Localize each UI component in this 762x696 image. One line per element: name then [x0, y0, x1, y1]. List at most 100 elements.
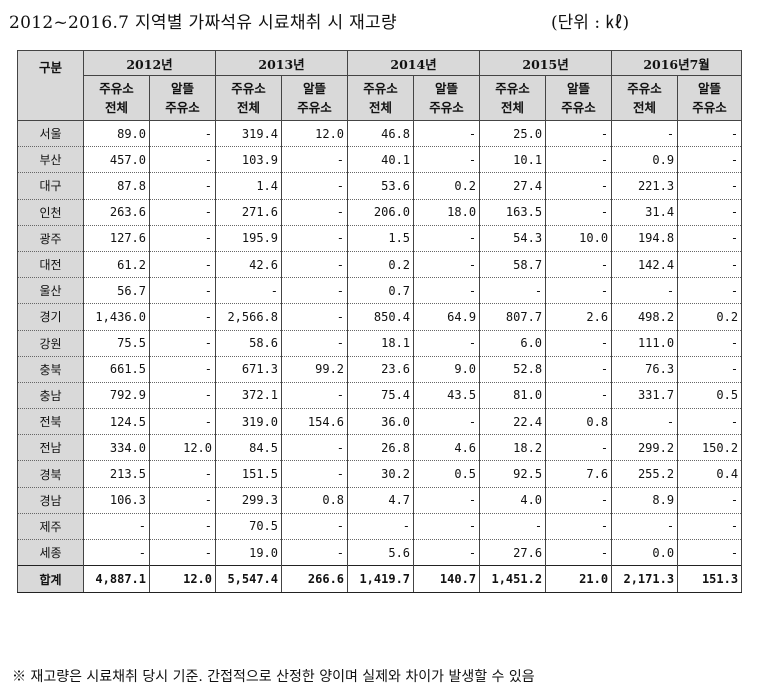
value-cell: 46.8: [347, 120, 415, 148]
sub-header-line: 주유소: [297, 100, 332, 115]
value-cell: -: [677, 487, 743, 514]
value-cell: -: [148, 487, 217, 514]
value-cell: 1.4: [215, 172, 283, 200]
value-cell: -: [413, 539, 481, 567]
value-cell: 213.5: [83, 460, 150, 488]
sub-header: 알뜰 주유소: [545, 75, 613, 121]
value-cell: 1,419.7: [347, 565, 415, 594]
value-cell: 1,436.0: [83, 303, 150, 331]
value-cell: 75.4: [347, 382, 415, 410]
sub-header-line: 전체: [237, 100, 261, 115]
value-cell: -: [83, 513, 150, 541]
value-cell: -: [148, 277, 217, 305]
value-cell: -: [148, 303, 217, 331]
sub-header: 주유소 전체: [215, 75, 283, 121]
value-cell: 142.4: [611, 251, 679, 279]
value-cell: -: [148, 172, 217, 200]
value-cell: -: [281, 382, 349, 410]
table-row: 서울 89.0-319.4 12.0 46.8-25.0- - -: [17, 120, 743, 148]
value-cell: 12.0: [281, 120, 349, 148]
value-cell: 111.0: [611, 330, 679, 357]
value-cell: 334.0: [83, 434, 150, 462]
value-cell: 4.6: [413, 434, 481, 462]
value-cell: 0.9: [611, 146, 679, 174]
value-cell: 194.8: [611, 225, 679, 252]
value-cell: 21.0: [545, 565, 613, 594]
region-cell: 전남: [17, 434, 84, 462]
value-cell: 151.5: [215, 460, 283, 488]
sub-header-line: 주유소: [627, 81, 662, 96]
value-cell: -: [611, 408, 679, 436]
value-cell: 255.2: [611, 460, 679, 488]
table-row: 제주 - -70.5- - - - - - -: [17, 513, 743, 541]
sub-header-line: 전체: [369, 100, 393, 115]
year-header: 2012년: [82, 50, 217, 76]
value-cell: -: [148, 199, 217, 226]
sub-header: 알뜰 주유소: [677, 75, 743, 121]
value-cell: 457.0: [83, 146, 150, 174]
value-cell: 42.6: [215, 251, 283, 279]
value-cell: 154.6: [281, 408, 349, 436]
value-cell: -: [148, 460, 217, 488]
value-cell: -: [281, 172, 349, 200]
value-cell: 1,451.2: [479, 565, 547, 594]
sub-header: 주유소 전체: [611, 75, 679, 121]
value-cell: 319.4: [215, 120, 283, 148]
value-cell: 0.5: [677, 382, 743, 410]
value-cell: 2.6: [545, 303, 613, 331]
sub-header-row: 주유소 전체 알뜰 주유소 주유소 전체 알뜰 주유소 주유소 전체 알뜰 주유소 주유소 전체 알뜰 주유소…: [18, 75, 743, 121]
value-cell: 319.0: [215, 408, 283, 436]
sub-header-line: 알뜰: [303, 81, 327, 96]
value-cell: 4,887.1: [83, 565, 150, 594]
sub-header-line: 주유소: [99, 81, 134, 96]
region-cell: 경기: [17, 303, 84, 331]
value-cell: 331.7: [611, 382, 679, 410]
value-cell: 372.1: [215, 382, 283, 410]
value-cell: -: [677, 356, 743, 383]
table-row: 경기 1,436.0-2,566.8-850.4 64.9 807.7 2.6 498.2…: [17, 303, 743, 331]
sub-header-line: 주유소: [495, 81, 530, 96]
value-cell: 54.3: [479, 225, 547, 252]
value-cell: 271.6: [215, 199, 283, 226]
value-cell: 299.2: [611, 434, 679, 462]
region-cell: 광주: [17, 225, 84, 252]
value-cell: -: [148, 225, 217, 252]
sub-header-line: 주유소: [561, 100, 596, 115]
value-cell: 263.6: [83, 199, 150, 226]
value-cell: 1.5: [347, 225, 415, 252]
value-cell: 661.5: [83, 356, 150, 383]
year-header: 2015년: [479, 50, 613, 76]
sub-header-line: 알뜰: [698, 81, 722, 96]
sub-header-line: 주유소: [363, 81, 398, 96]
value-cell: -: [545, 146, 613, 174]
table-row: 세종 - -19.0-5.6-27.6-0.0-: [17, 539, 743, 567]
value-cell: -: [281, 251, 349, 279]
value-cell: 0.2: [413, 172, 481, 200]
value-cell: 58.6: [215, 330, 283, 357]
table-row: 울산 56.7- - -0.7- - - - -: [17, 277, 743, 305]
value-cell: -: [479, 513, 547, 541]
value-cell: 76.3: [611, 356, 679, 383]
value-cell: 30.2: [347, 460, 415, 488]
value-cell: 56.7: [83, 277, 150, 305]
value-cell: -: [281, 277, 349, 305]
value-cell: 0.8: [545, 408, 613, 436]
value-cell: 150.2: [677, 434, 743, 462]
value-cell: 0.2: [677, 303, 743, 331]
value-cell: 807.7: [479, 303, 547, 331]
value-cell: 5,547.4: [215, 565, 283, 594]
value-cell: 0.2: [347, 251, 415, 279]
value-cell: -: [281, 513, 349, 541]
region-cell: 경북: [17, 460, 84, 488]
value-cell: -: [281, 146, 349, 174]
value-cell: 58.7: [479, 251, 547, 279]
value-cell: -: [281, 460, 349, 488]
value-cell: -: [611, 120, 679, 148]
value-cell: 99.2: [281, 356, 349, 383]
region-cell: 대구: [17, 172, 84, 200]
value-cell: -: [281, 225, 349, 252]
value-cell: 25.0: [479, 120, 547, 148]
region-cell: 인천: [17, 199, 84, 226]
value-cell: 151.3: [677, 565, 743, 594]
sub-header-line: 알뜰: [171, 81, 195, 96]
